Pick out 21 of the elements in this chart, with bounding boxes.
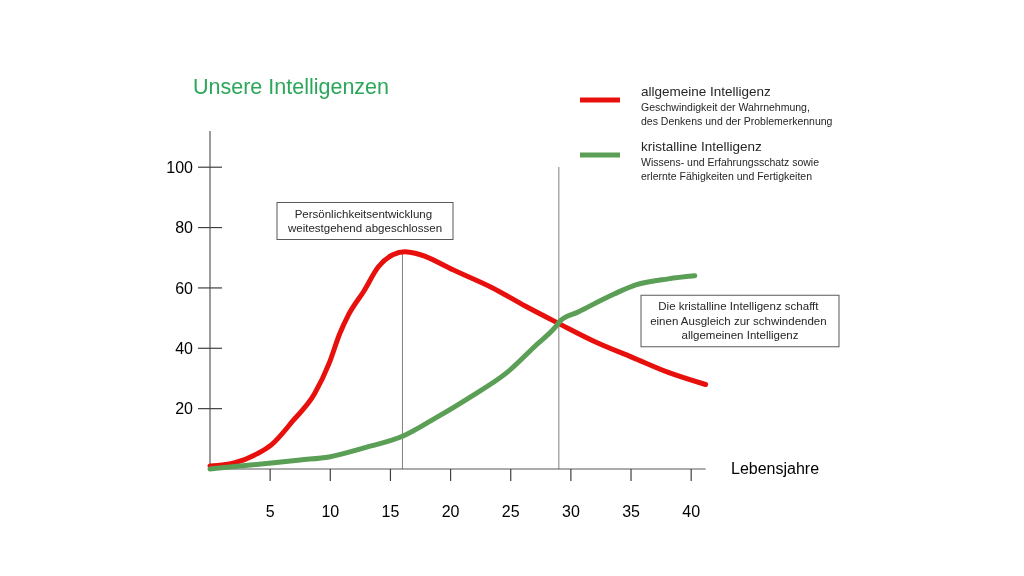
y-tick-label: 100 bbox=[166, 158, 194, 176]
text: Geschwindigkeit der Wahrnehmung, des Denkens und der Problemerkennung bbox=[641, 101, 833, 127]
x-tick-label: 40 bbox=[682, 502, 701, 520]
x-tick-label: 15 bbox=[381, 502, 400, 520]
annotation: Wissens- und Erfahrungsschatz sowie erlernte Fähigkeiten und Fertigkeiten bbox=[641, 156, 822, 182]
x-tick-label: 30 bbox=[561, 502, 580, 520]
x-tick-label: 5 bbox=[265, 502, 275, 520]
y-tick-label: 60 bbox=[175, 279, 194, 297]
x-tick-label: 20 bbox=[441, 502, 460, 520]
chart-title: Unsere Intelligenzen bbox=[193, 75, 390, 99]
legend-label: allgemeine Intelligenz bbox=[641, 84, 772, 99]
legend-label: kristalline Intelligenz bbox=[641, 139, 763, 154]
annotation: Die kristalline Intelligenz schafft einen Ausgleich zur schwindenden allgemeinen Intelligenz bbox=[650, 300, 830, 342]
x-tick-label: 35 bbox=[622, 502, 641, 520]
annotation: Persönlichkeitsentwicklung weitestgehend abgeschlossen bbox=[286, 207, 443, 234]
x-axis-title: Lebensjahre bbox=[731, 460, 820, 477]
x-tick-label: 10 bbox=[321, 502, 340, 520]
y-tick-label: 20 bbox=[175, 400, 194, 418]
x-tick-label: 25 bbox=[501, 502, 520, 520]
y-tick-label: 40 bbox=[175, 339, 194, 357]
y-tick-label: 80 bbox=[175, 219, 194, 237]
